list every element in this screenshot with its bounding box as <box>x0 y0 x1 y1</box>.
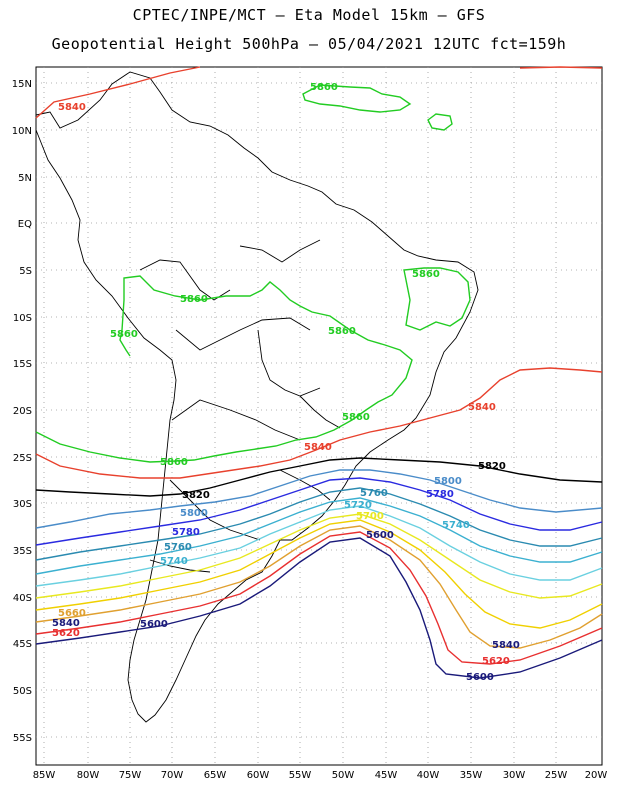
lat-label: 35S <box>13 546 32 557</box>
contour-label-5600: 5600 <box>466 672 494 683</box>
lat-label: EQ <box>18 219 32 230</box>
contour-label-5820: 5820 <box>182 490 210 501</box>
lat-label: 50S <box>13 686 32 697</box>
lat-label: 45S <box>13 639 32 650</box>
lat-label: 15S <box>13 359 32 370</box>
contour-label-5860: 5860 <box>328 326 356 337</box>
contour-label-5600: 5600 <box>140 619 168 630</box>
contour-5800 <box>35 469 603 529</box>
map-title-line-2: Geopotential Height 500hPa – 05/04/2021 … <box>51 35 567 53</box>
contour-5860-west <box>35 431 177 463</box>
contour-5760 <box>35 487 603 561</box>
contour-label-5780: 5780 <box>426 489 454 500</box>
coastline <box>35 71 479 723</box>
contour-label-5700: 5700 <box>356 511 384 522</box>
contour-label-5820: 5820 <box>478 461 506 472</box>
contour-5860-west-hook <box>119 329 131 357</box>
lat-label: 25S <box>13 453 32 464</box>
map-title-line-1: CPTEC/INPE/MCT – Eta Model 15km – GFS <box>132 6 486 24</box>
contour-label-5760: 5760 <box>164 542 192 553</box>
contour-5840-north <box>35 66 201 119</box>
contour-label-5640: 5840 <box>52 618 80 629</box>
contour-5660 <box>35 525 603 649</box>
contour-label-5620: 5620 <box>52 628 80 639</box>
contour-5680 <box>35 519 603 629</box>
lon-label: 55W <box>289 770 312 781</box>
lat-label: 5N <box>18 173 32 184</box>
contour-label-5620: 5620 <box>482 656 510 667</box>
contour-5860-north-loop <box>302 84 412 113</box>
lat-label: 20S <box>13 406 32 417</box>
contour-label-5600: 5600 <box>366 530 394 541</box>
contour-5720 <box>35 505 603 587</box>
longitude-labels: 85W 80W 75W 70W 65W 60W 55W 50W 45W 40W … <box>33 770 608 781</box>
contour-5820 <box>35 457 603 497</box>
lat-label: 30S <box>13 499 32 510</box>
contour-label-5860: 5860 <box>110 329 138 340</box>
contour-label-5860: 5860 <box>412 269 440 280</box>
contour-5840-ne <box>519 66 603 69</box>
lon-label: 50W <box>332 770 355 781</box>
contour-5700 <box>35 513 603 599</box>
contour-label-5800: 5800 <box>434 476 462 487</box>
lon-label: 60W <box>247 770 270 781</box>
lat-label: 40S <box>13 593 32 604</box>
lon-label: 75W <box>119 770 142 781</box>
lat-label: 15N <box>12 79 32 90</box>
contour-label-5720: 5720 <box>344 500 372 511</box>
contour-label-5840: 5840 <box>304 442 332 453</box>
lon-label: 65W <box>204 770 227 781</box>
lon-label: 40W <box>417 770 440 781</box>
lon-label: 80W <box>77 770 100 781</box>
lon-label: 70W <box>161 770 184 781</box>
contour-label-5860: 5860 <box>342 412 370 423</box>
contour-label-5740: 5740 <box>160 556 188 567</box>
lon-label: 45W <box>375 770 398 781</box>
contour-label-5860: 5860 <box>310 82 338 93</box>
contour-5740 <box>35 497 603 575</box>
contour-5860-continental <box>121 275 413 462</box>
contour-label-5740: 5740 <box>442 520 470 531</box>
contour-5600 <box>35 537 603 679</box>
contour-labels: 5840 5840 5840 5860 5860 5860 5860 5860 … <box>52 82 520 683</box>
contour-label-5860: 5860 <box>180 294 208 305</box>
contour-5860-ne-loop <box>403 267 471 331</box>
contour-label-5840: 5840 <box>58 102 86 113</box>
contour-label-5780: 5760 <box>360 488 388 499</box>
lat-label: 10N <box>12 126 32 137</box>
contour-label-5840: 5840 <box>468 402 496 413</box>
lon-label: 25W <box>545 770 568 781</box>
lat-label: 10S <box>13 313 32 324</box>
contour-5860-north-islet <box>427 113 453 131</box>
lon-label: 85W <box>33 770 56 781</box>
contour-5840-south <box>35 367 603 479</box>
contour-label-5640: 5840 <box>492 640 520 651</box>
lon-label: 30W <box>503 770 526 781</box>
contour-lines <box>35 66 603 679</box>
contour-5620 <box>35 531 603 665</box>
contour-label-5660: 5660 <box>58 608 86 619</box>
contour-label-5800: 5800 <box>180 508 208 519</box>
lat-label: 5S <box>19 266 32 277</box>
lon-label: 35W <box>460 770 483 781</box>
lat-label: 55S <box>13 733 32 744</box>
lon-label: 20W <box>585 770 608 781</box>
latitude-labels: 15N 10N 5N EQ 5S 10S 15S 20S 25S 30S 35S… <box>12 79 32 744</box>
contour-label-5860: 5860 <box>160 457 188 468</box>
map-frame <box>35 66 603 766</box>
contour-5780 <box>35 477 603 546</box>
contour-label-5780: 5780 <box>172 527 200 538</box>
